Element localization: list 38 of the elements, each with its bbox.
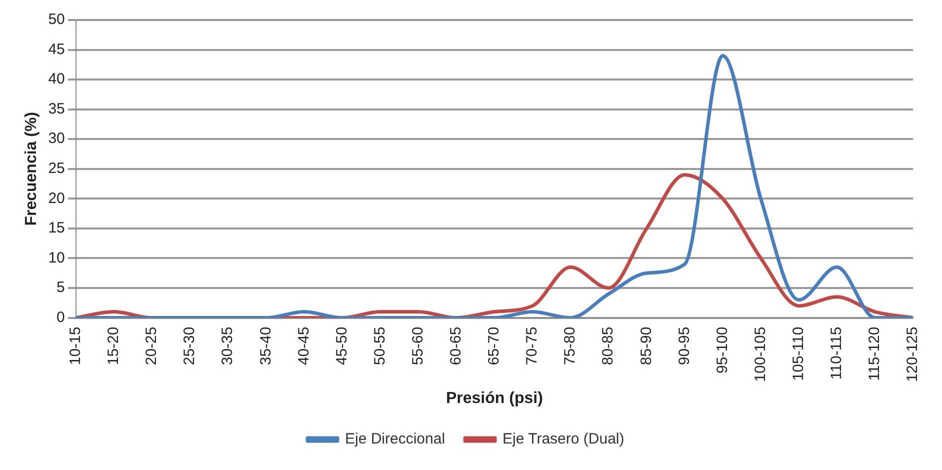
x-tick-label: 45-50 — [333, 326, 350, 366]
y-tick-label: 35 — [48, 100, 65, 118]
x-tick-label: 120-125 — [904, 326, 922, 382]
x-tick-label: 75-80 — [562, 326, 579, 366]
x-tick-label: 90-95 — [676, 326, 693, 366]
x-tick-label: 25-30 — [181, 326, 198, 366]
x-tick-label: 55-60 — [409, 326, 426, 366]
y-tick-label: 50 — [48, 11, 65, 28]
y-tick-label: 15 — [48, 220, 65, 237]
x-tick-label: 20-25 — [143, 326, 160, 366]
x-tick-label: 10-15 — [67, 326, 84, 366]
x-tick-label: 95-100 — [714, 326, 731, 374]
x-tick-label: 80-85 — [600, 326, 617, 366]
x-axis-title: Presión (psi) — [446, 390, 543, 407]
y-tick-label: 0 — [56, 308, 65, 326]
x-tick-label: 30-35 — [219, 326, 236, 366]
legend-label: Eje Trasero (Dual) — [502, 430, 624, 448]
x-tick-label: 40-45 — [295, 326, 312, 366]
y-tick-label: 20 — [48, 190, 65, 207]
x-tick-label: 50-55 — [371, 326, 388, 366]
x-tick-label: 115-120 — [866, 326, 884, 381]
x-tick-label: 110-115 — [828, 326, 846, 380]
x-tick-label: 15-20 — [105, 326, 122, 366]
y-tick-label: 40 — [48, 70, 65, 88]
x-tick-label: 100-105 — [752, 326, 769, 382]
x-tick-label: 65-70 — [486, 326, 503, 366]
x-tick-label: 60-65 — [448, 326, 465, 366]
y-tick-label: 10 — [48, 249, 65, 266]
x-tick-label: 105-110 — [790, 326, 807, 381]
legend-label: Eje Direccional — [344, 430, 446, 448]
x-tick-label: 85-90 — [638, 326, 655, 366]
y-tick-label: 25 — [48, 160, 65, 178]
y-tick-label: 5 — [56, 279, 65, 296]
y-tick-label: 30 — [48, 130, 65, 148]
x-tick-label: 70-75 — [524, 326, 541, 366]
y-axis-title: Frecuencia (%) — [23, 112, 40, 226]
x-tick-label: 35-40 — [257, 326, 274, 366]
y-tick-label: 45 — [48, 40, 65, 58]
